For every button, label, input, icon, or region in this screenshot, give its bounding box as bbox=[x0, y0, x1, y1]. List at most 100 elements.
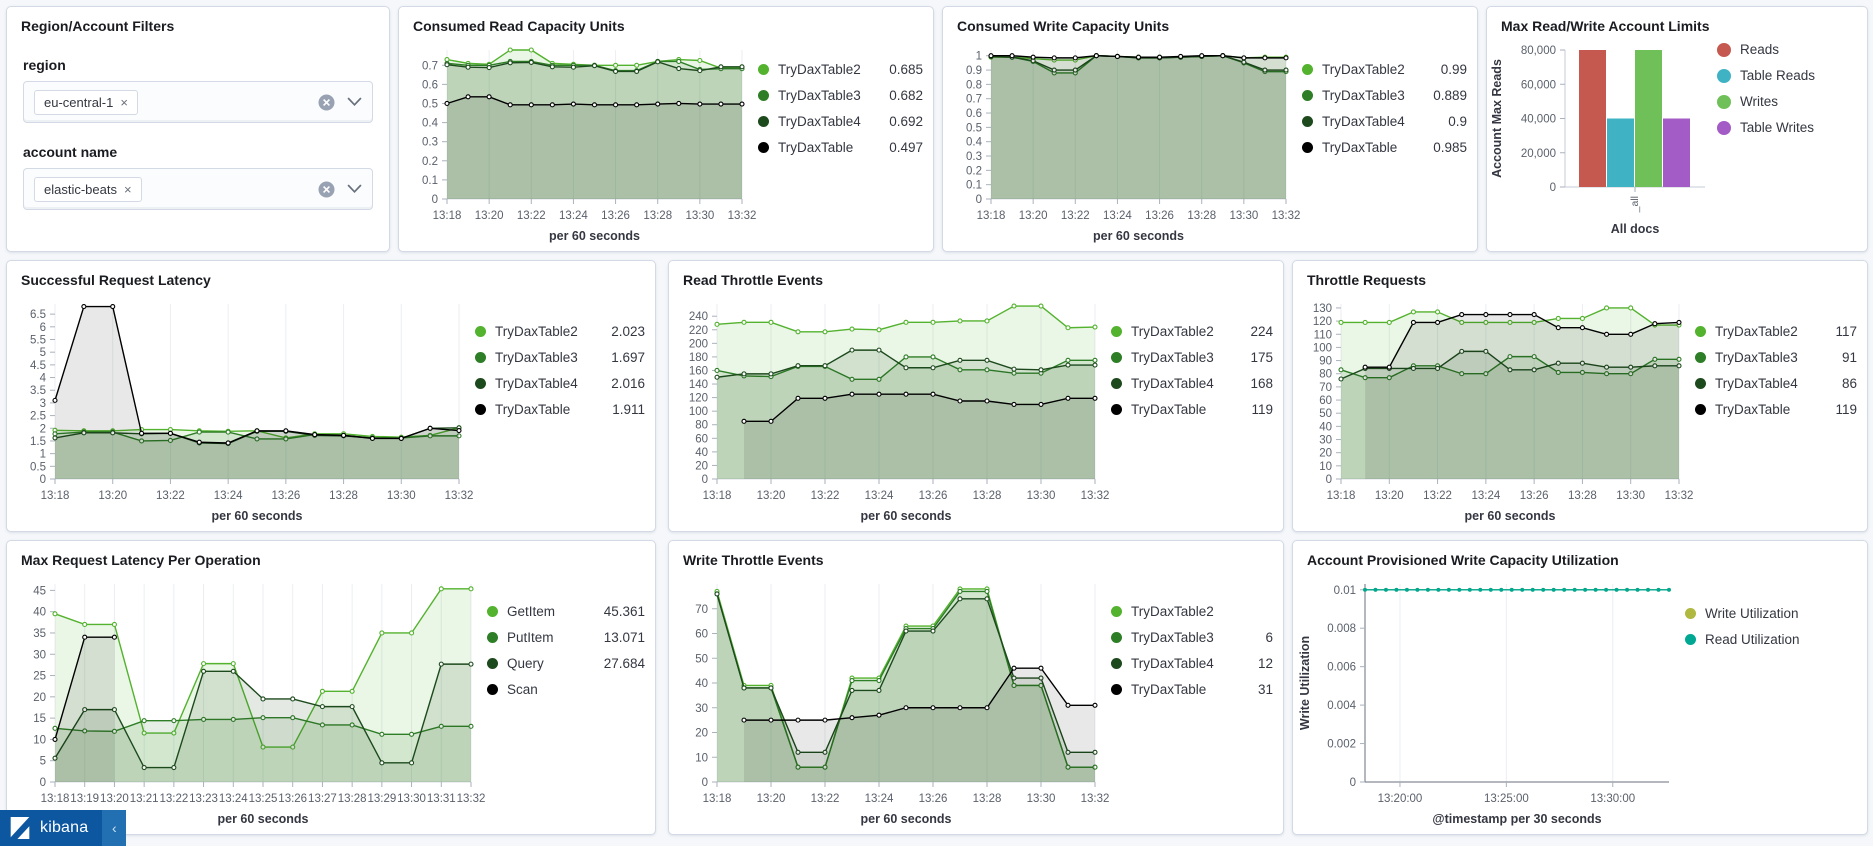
panel-consumed-read-capacity-units: Consumed Read Capacity Units 0 0.1 0.2 0.3 0… bbox=[398, 6, 934, 252]
svg-text:0: 0 bbox=[702, 474, 708, 486]
legend-item[interactable]: TryDaxTable3 0.682 bbox=[758, 88, 923, 103]
legend-dot-icon bbox=[1717, 94, 1731, 109]
legend-item[interactable]: TryDaxTable2 2.023 bbox=[475, 324, 645, 339]
legend-dot-icon bbox=[1111, 684, 1122, 695]
svg-text:13:22: 13:22 bbox=[156, 490, 185, 502]
panel-title: Successful Request Latency bbox=[21, 272, 211, 288]
svg-text:13:25:00: 13:25:00 bbox=[1484, 793, 1529, 805]
legend-dot-icon bbox=[1695, 404, 1706, 415]
legend-item[interactable]: TryDaxTable2 117 bbox=[1695, 324, 1857, 339]
legend-item[interactable]: TryDaxTable2 bbox=[1111, 604, 1273, 619]
legend-item[interactable]: PutItem 13.071 bbox=[487, 630, 645, 645]
panel-title: Max Read/Write Account Limits bbox=[1501, 18, 1710, 34]
collapse-nav-chevron-icon[interactable]: ‹ bbox=[102, 810, 127, 846]
svg-text:30: 30 bbox=[1319, 435, 1332, 447]
legend-item[interactable]: Query 27.684 bbox=[487, 656, 645, 671]
legend-series-value: 0.685 bbox=[889, 62, 923, 77]
svg-text:13:20: 13:20 bbox=[1019, 210, 1048, 222]
filter-label-region: region bbox=[23, 57, 66, 73]
legend-item[interactable]: Read Utilization bbox=[1685, 632, 1857, 647]
tag-remove-icon[interactable]: × bbox=[120, 94, 128, 110]
account-name-combobox[interactable]: elastic-beats × bbox=[23, 168, 373, 210]
legend-item[interactable]: TryDaxTable4 86 bbox=[1695, 376, 1857, 391]
svg-text:13:30: 13:30 bbox=[387, 490, 416, 502]
svg-text:13:32: 13:32 bbox=[1272, 210, 1301, 222]
chevron-down-icon[interactable] bbox=[347, 97, 362, 107]
legend-item[interactable]: TryDaxTable3 1.697 bbox=[475, 350, 645, 365]
legend-item[interactable]: Scan bbox=[487, 682, 645, 697]
legend-series-name: TryDaxTable3 bbox=[1131, 630, 1214, 645]
svg-text:13:30: 13:30 bbox=[1616, 490, 1645, 502]
legend-series-value: 168 bbox=[1250, 376, 1273, 391]
legend-item[interactable]: TryDaxTable2 224 bbox=[1111, 324, 1273, 339]
legend-dot-icon bbox=[1717, 68, 1731, 83]
svg-text:70: 70 bbox=[695, 604, 708, 616]
svg-text:13:22: 13:22 bbox=[1061, 210, 1090, 222]
panel-title: Consumed Write Capacity Units bbox=[957, 18, 1170, 34]
svg-text:3: 3 bbox=[40, 398, 46, 410]
legend-series-value: 2.023 bbox=[611, 324, 645, 339]
legend-dot-icon bbox=[1302, 90, 1313, 101]
svg-text:13:20: 13:20 bbox=[100, 793, 129, 805]
account-name-tag: elastic-beats × bbox=[34, 176, 142, 202]
legend-series-name: TryDaxTable bbox=[1131, 402, 1207, 417]
legend-series-name: Query bbox=[507, 656, 544, 671]
legend-series-name: TryDaxTable4 bbox=[495, 376, 578, 391]
svg-text:0: 0 bbox=[976, 194, 982, 206]
legend-item[interactable]: TryDaxTable 31 bbox=[1111, 682, 1273, 697]
legend-series-name: TryDaxTable4 bbox=[1131, 376, 1214, 391]
panel-title: Read Throttle Events bbox=[683, 272, 824, 288]
legend-item[interactable]: GetItem 45.361 bbox=[487, 604, 645, 619]
legend-item[interactable]: TryDaxTable4 0.692 bbox=[758, 114, 923, 129]
legend-item[interactable]: Writes bbox=[1717, 94, 1857, 109]
legend-item[interactable]: TryDaxTable 0.497 bbox=[758, 140, 923, 155]
chart-legend: GetItem 45.361 PutItem 13.071 Query 27.684 Sca… bbox=[487, 570, 655, 834]
legend-item[interactable]: Table Writes bbox=[1717, 120, 1857, 135]
legend-series-name: TryDaxTable3 bbox=[778, 88, 861, 103]
kibana-logo-button[interactable]: kibana bbox=[0, 810, 103, 846]
tag-remove-icon[interactable]: × bbox=[123, 181, 132, 197]
panel-region-account-filters: Region/Account Filters region eu-central… bbox=[6, 6, 390, 252]
svg-text:13:22: 13:22 bbox=[1423, 490, 1452, 502]
legend-item[interactable]: TryDaxTable 119 bbox=[1111, 402, 1273, 417]
svg-text:1: 1 bbox=[976, 51, 982, 63]
legend-item[interactable]: TryDaxTable4 12 bbox=[1111, 656, 1273, 671]
legend-item[interactable]: TryDaxTable3 6 bbox=[1111, 630, 1273, 645]
legend-series-name: TryDaxTable3 bbox=[495, 350, 578, 365]
svg-text:13:30: 13:30 bbox=[397, 793, 426, 805]
svg-text:0.006: 0.006 bbox=[1327, 662, 1356, 674]
legend-series-value: 175 bbox=[1250, 350, 1273, 365]
clear-selection-icon[interactable] bbox=[318, 181, 335, 198]
legend-item[interactable]: Write Utilization bbox=[1685, 606, 1857, 621]
legend-item[interactable]: TryDaxTable 119 bbox=[1695, 402, 1857, 417]
clear-selection-icon[interactable] bbox=[318, 94, 335, 111]
legend-series-name: Write Utilization bbox=[1705, 606, 1799, 621]
legend-item[interactable]: TryDaxTable3 175 bbox=[1111, 350, 1273, 365]
legend-item[interactable]: TryDaxTable3 91 bbox=[1695, 350, 1857, 365]
svg-text:70: 70 bbox=[1319, 382, 1332, 394]
panel-title: Write Throttle Events bbox=[683, 552, 824, 568]
panel-read-throttle-events: Read Throttle Events 0 20 40 60 80 100 120 140 1… bbox=[668, 260, 1284, 532]
combobox-controls bbox=[318, 181, 362, 198]
legend-item[interactable]: TryDaxTable2 0.99 bbox=[1302, 62, 1467, 77]
svg-text:13:30: 13:30 bbox=[685, 210, 714, 222]
filter-label-account-name: account name bbox=[23, 144, 118, 160]
legend-item[interactable]: Reads bbox=[1717, 42, 1857, 57]
legend-item[interactable]: TryDaxTable3 0.889 bbox=[1302, 88, 1467, 103]
legend-item[interactable]: TryDaxTable 0.985 bbox=[1302, 140, 1467, 155]
legend-series-value: 0.9 bbox=[1448, 114, 1467, 129]
svg-text:13:26: 13:26 bbox=[1520, 490, 1549, 502]
panel-title: Max Request Latency Per Operation bbox=[21, 552, 261, 568]
svg-text:0.2: 0.2 bbox=[422, 156, 438, 168]
legend-item[interactable]: TryDaxTable2 0.685 bbox=[758, 62, 923, 77]
panel-title: Region/Account Filters bbox=[21, 18, 175, 34]
legend-item[interactable]: TryDaxTable 1.911 bbox=[475, 402, 645, 417]
legend-item[interactable]: TryDaxTable4 0.9 bbox=[1302, 114, 1467, 129]
region-combobox[interactable]: eu-central-1 × bbox=[23, 81, 373, 123]
legend-item[interactable]: Table Reads bbox=[1717, 68, 1857, 83]
legend-item[interactable]: TryDaxTable4 168 bbox=[1111, 376, 1273, 391]
chevron-down-icon[interactable] bbox=[347, 184, 362, 194]
legend-dot-icon bbox=[1695, 378, 1706, 389]
legend-item[interactable]: TryDaxTable4 2.016 bbox=[475, 376, 645, 391]
